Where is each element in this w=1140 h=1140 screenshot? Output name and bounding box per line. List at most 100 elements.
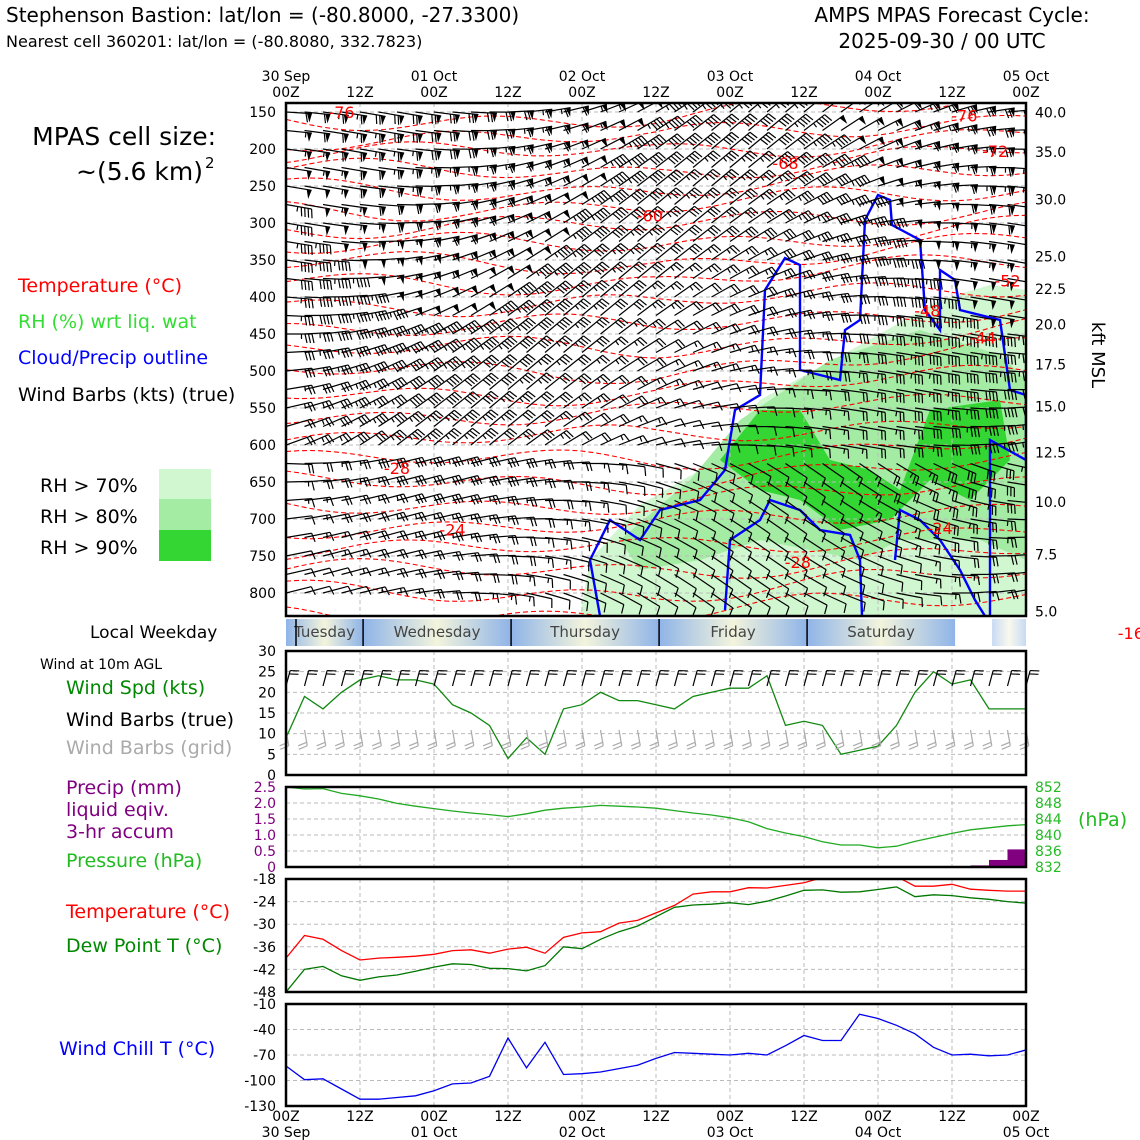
wind-barb bbox=[729, 324, 760, 335]
wind-barb bbox=[914, 407, 942, 422]
wind-barb bbox=[674, 555, 698, 579]
grid-wind-barb bbox=[667, 729, 678, 750]
top-date-tick: 05 Oct bbox=[1003, 69, 1050, 85]
wind-barb bbox=[970, 407, 999, 419]
wind-barb bbox=[674, 224, 703, 242]
wind-barb bbox=[489, 213, 516, 224]
wind-barb bbox=[489, 372, 518, 390]
wind-barb bbox=[526, 228, 552, 243]
wind-barb bbox=[1025, 388, 1026, 390]
temperature-contour bbox=[286, 569, 1026, 602]
wind-barb bbox=[378, 376, 408, 391]
wind-barb bbox=[692, 282, 722, 298]
wind-barb bbox=[286, 240, 313, 255]
wind-barb bbox=[1007, 518, 1026, 525]
wind-barb bbox=[822, 444, 850, 459]
wind-barb bbox=[970, 333, 998, 348]
wind-barb bbox=[637, 377, 667, 391]
pressure-tick: 700 bbox=[249, 512, 276, 528]
wind-barb bbox=[526, 372, 555, 390]
wind-barb bbox=[729, 207, 759, 224]
wind-barb bbox=[674, 419, 705, 429]
surface-wind-barb bbox=[655, 669, 670, 687]
top-date-tick: 04 Oct bbox=[855, 69, 902, 85]
surface-wind-barb bbox=[414, 669, 429, 687]
wind-barb bbox=[711, 403, 742, 413]
wind-barb bbox=[655, 151, 685, 168]
wind-barb bbox=[304, 148, 331, 162]
wind-barb bbox=[859, 573, 885, 594]
wind-barb bbox=[655, 243, 684, 261]
wind-barb bbox=[563, 316, 592, 335]
wind-barb bbox=[544, 391, 574, 409]
wind-barb bbox=[729, 169, 758, 187]
surface-wind-barb bbox=[322, 669, 337, 687]
wind-barb bbox=[988, 240, 1015, 254]
y-tick: -18 bbox=[253, 872, 276, 888]
wind-barb bbox=[766, 170, 796, 187]
wind-barb bbox=[877, 388, 905, 404]
wind-barb bbox=[914, 573, 942, 589]
grid-wind-barb bbox=[852, 729, 863, 750]
wind-barb bbox=[951, 518, 978, 535]
wind-barb bbox=[563, 261, 592, 279]
wind-barb bbox=[933, 407, 961, 421]
surface-wind-barb bbox=[581, 669, 596, 687]
wind-barb bbox=[286, 129, 312, 142]
wind-barb bbox=[674, 114, 703, 131]
wind-barb bbox=[840, 388, 869, 403]
wind-barb bbox=[452, 302, 478, 317]
wind-barb bbox=[859, 196, 890, 209]
wind-barb bbox=[470, 318, 500, 335]
pressure-tick: 840 bbox=[1035, 828, 1062, 844]
wind-barb bbox=[637, 518, 663, 538]
wind-barb bbox=[674, 281, 704, 298]
wind-barb bbox=[711, 244, 741, 261]
wind-barb bbox=[286, 111, 312, 123]
wind-barb bbox=[711, 225, 740, 242]
surface-wind-barb bbox=[544, 669, 559, 687]
wind-barb bbox=[729, 265, 760, 280]
wind-barb bbox=[378, 166, 405, 180]
temperature-label: -76 bbox=[951, 107, 977, 126]
wind-barb bbox=[896, 462, 920, 486]
wind-barb bbox=[674, 592, 697, 616]
grid-wind-barb bbox=[908, 729, 919, 750]
wind-barb bbox=[637, 481, 664, 498]
rh70-swatch bbox=[159, 469, 211, 499]
wind-barb bbox=[581, 481, 611, 493]
wind-barb bbox=[507, 592, 535, 607]
wind-barb bbox=[748, 386, 778, 396]
wind-barb bbox=[600, 189, 629, 205]
wind-barb bbox=[563, 298, 592, 316]
wind-barb bbox=[970, 499, 997, 516]
wind-barb bbox=[859, 555, 884, 576]
grid-wind-barb bbox=[889, 729, 900, 750]
wind-barb bbox=[729, 304, 760, 317]
wind-barbs-profile bbox=[286, 103, 1026, 616]
wind-barb bbox=[766, 425, 796, 438]
wind-barb bbox=[600, 243, 629, 261]
wind-barb bbox=[970, 314, 997, 329]
wind-barb bbox=[378, 222, 405, 233]
wind-barb bbox=[914, 555, 941, 572]
wind-barb bbox=[785, 463, 808, 487]
wind-barb bbox=[359, 361, 390, 374]
wind-barb bbox=[286, 148, 312, 162]
wind-barb bbox=[951, 240, 978, 253]
wind-barb bbox=[988, 277, 1015, 292]
wind-barb bbox=[988, 259, 1015, 273]
wind-barb bbox=[803, 331, 834, 342]
wind-barb bbox=[951, 144, 978, 155]
wind-barb bbox=[840, 536, 865, 560]
wind-barb bbox=[988, 314, 1015, 329]
wind-barb bbox=[914, 296, 943, 310]
wind-barb bbox=[803, 251, 834, 263]
wind-barb bbox=[526, 573, 554, 588]
surface-wind-barb bbox=[969, 669, 984, 687]
wind-barb bbox=[933, 481, 958, 502]
wind-barb bbox=[803, 152, 833, 169]
wind-barb bbox=[470, 266, 497, 280]
wind-barb bbox=[711, 323, 742, 335]
